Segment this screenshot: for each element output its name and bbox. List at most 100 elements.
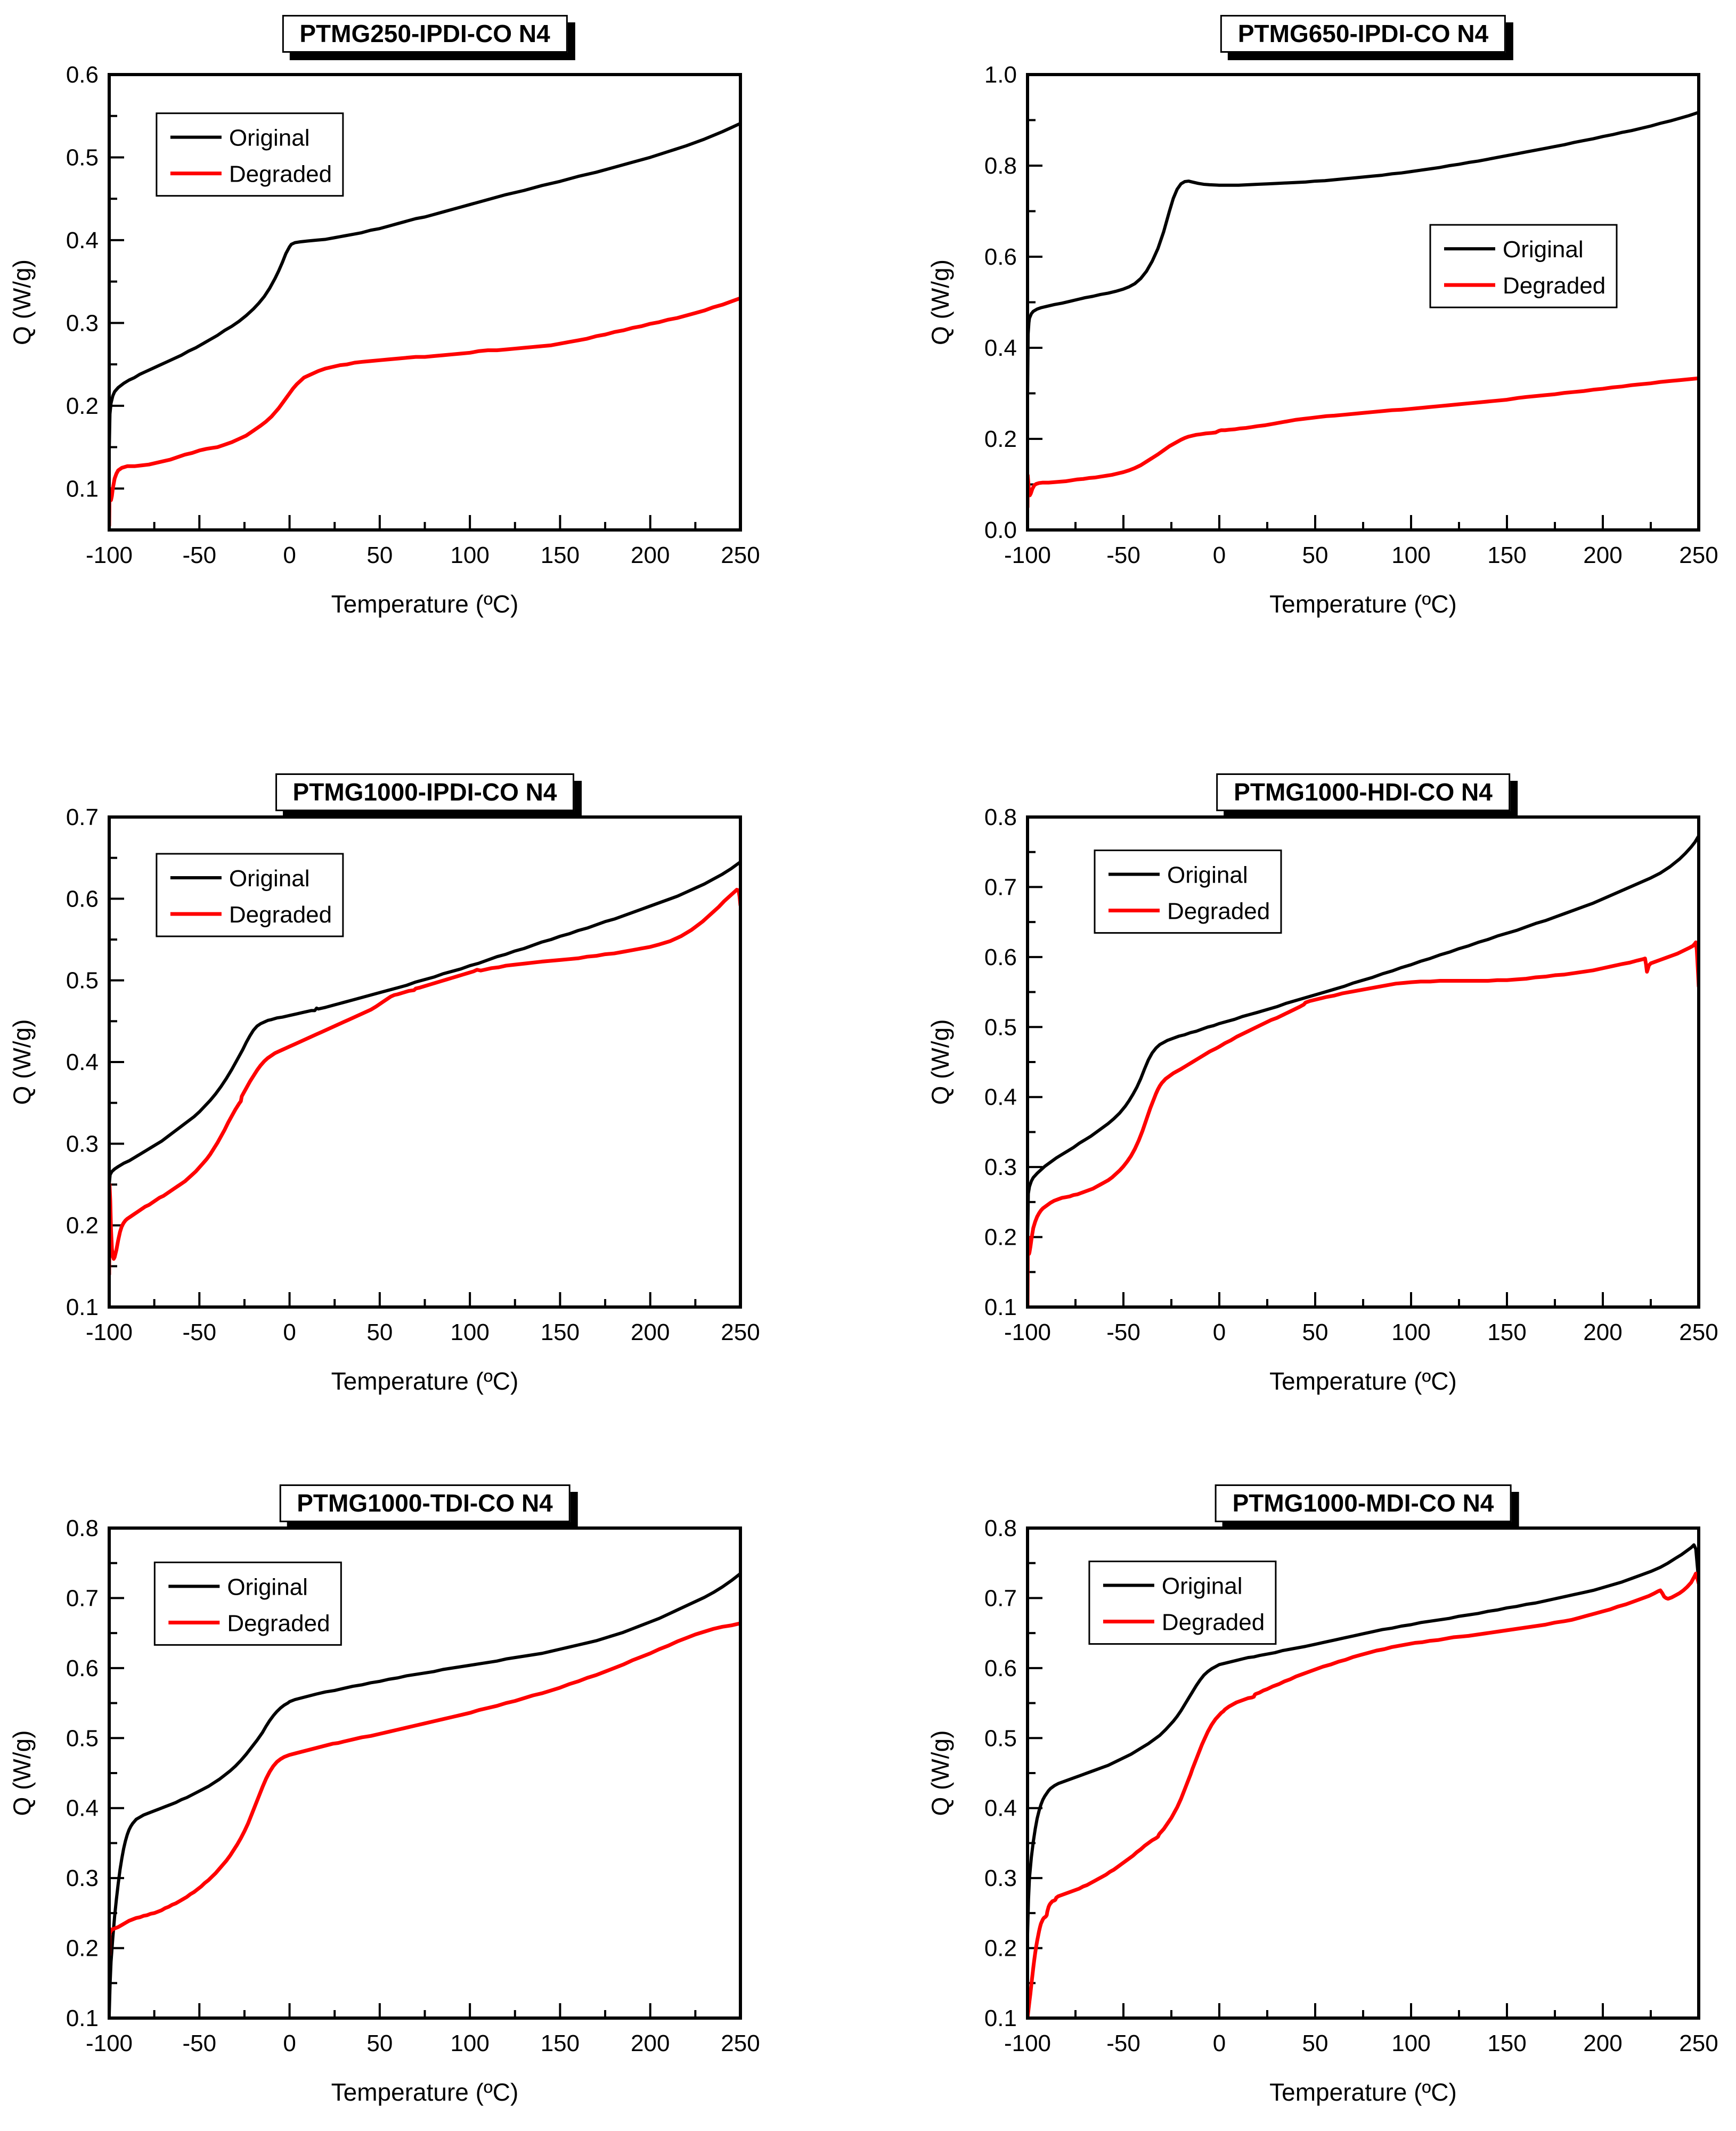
curve-original: [109, 860, 740, 1186]
curve-degraded: [1028, 1572, 1699, 2019]
y-tick-label: 0.6: [984, 944, 1017, 970]
x-tick-label: 50: [1302, 542, 1329, 568]
y-axis-title: Q (W/g): [8, 259, 36, 345]
x-tick-label: 50: [366, 542, 393, 568]
y-tick-label: 0.1: [66, 476, 99, 502]
y-tick-label: 1.0: [984, 62, 1017, 88]
curve-original: [1028, 110, 1699, 397]
plot-frame: [108, 73, 742, 532]
x-tick-labels: -100 -50 0 50 100 150 200 250: [1004, 1319, 1718, 1345]
y-tick-label: 0.3: [66, 1865, 99, 1891]
x-tick-label: -50: [182, 2030, 216, 2056]
chart-title: PTMG650-IPDI-CO N4: [1220, 15, 1506, 53]
y-tick-label: 0.3: [984, 1865, 1017, 1891]
curve-original: [109, 121, 740, 453]
legend-label: Original: [229, 866, 310, 892]
x-tick-label: 100: [1391, 1319, 1430, 1345]
chart-title: PTMG250-IPDI-CO N4: [282, 15, 568, 53]
chart-ptmg1000-ipdi-co-n4: -100 -50 0 50 100 150 200 250 0.1 0.2 0.3 0.4 0.5 0.6…: [0, 711, 868, 1421]
y-tick-label: 0.4: [984, 1795, 1017, 1822]
x-tick-label: -100: [86, 1319, 133, 1345]
y-axis-title: Q (W/g): [926, 259, 954, 345]
x-tick-label: 250: [1679, 2030, 1718, 2056]
series-curves: [1028, 110, 1699, 509]
y-tick-label: 0.3: [984, 1154, 1017, 1180]
y-tick-labels: 0.1 0.2 0.3 0.4 0.5 0.6 0.7 0.8: [984, 804, 1017, 1320]
x-tick-label: 100: [1391, 542, 1430, 568]
y-tick-label: 0.4: [984, 335, 1017, 361]
y-axis-title: Q (W/g): [8, 1019, 36, 1105]
x-axis-title: Temperature (ºC): [331, 2078, 519, 2106]
y-tick-label: 0.2: [66, 1936, 99, 1962]
legend: Original Degraded: [1429, 224, 1618, 308]
curve-degraded: [1028, 940, 1699, 1307]
y-tick-label: 0.0: [984, 517, 1017, 543]
x-tick-label: 250: [1679, 542, 1718, 568]
x-tick-label: 50: [1302, 2030, 1329, 2056]
legend-label: Degraded: [1503, 273, 1605, 299]
x-tick-label: -100: [86, 542, 133, 568]
y-tick-label: 0.1: [66, 1294, 99, 1320]
x-tick-label: 250: [1679, 1319, 1718, 1345]
x-tick-label: 150: [1487, 1319, 1526, 1345]
x-tick-label: -50: [182, 542, 216, 568]
x-tick-label: 0: [283, 542, 296, 568]
x-axis-title: Temperature (ºC): [1269, 1367, 1457, 1395]
legend-label: Degraded: [1162, 1610, 1265, 1636]
y-tick-label: 0.2: [66, 393, 99, 419]
legend: Original Degraded: [1088, 1561, 1277, 1645]
x-tick-labels: -100 -50 0 50 100 150 200 250: [1004, 2030, 1718, 2056]
series-curves: [1028, 834, 1699, 1307]
chart-ptmg650-ipdi-co-n4: -100 -50 0 50 100 150 200 250 0.0 0.2 0.4 0.6 0.8 1.0…: [868, 0, 1736, 711]
x-tick-labels: -100 -50 0 50 100 150 200 250: [86, 1319, 760, 1345]
y-tick-label: 0.4: [66, 1049, 99, 1075]
legend-label: Original: [1167, 862, 1248, 888]
y-tick-labels: 0.1 0.2 0.3 0.4 0.5 0.6 0.7 0.8: [66, 1515, 99, 2031]
y-tick-label: 0.2: [66, 1212, 99, 1238]
y-tick-label: 0.5: [66, 144, 99, 170]
y-tick-label: 0.6: [984, 244, 1017, 270]
y-tick-label: 0.2: [984, 426, 1017, 452]
y-tick-label: 0.1: [984, 1294, 1017, 1320]
y-tick-label: 0.3: [66, 1131, 99, 1157]
x-tick-label: 200: [1583, 2030, 1622, 2056]
x-tick-label: 150: [541, 2030, 580, 2056]
chart-ptmg1000-mdi-co-n4: -100 -50 0 50 100 150 200 250 0.1 0.2 0.3 0.4 0.5 0.6…: [868, 1420, 1736, 2131]
x-tick-label: -50: [1106, 2030, 1140, 2056]
x-tick-label: 150: [541, 1319, 580, 1345]
legend: Original Degraded: [156, 853, 344, 937]
chart-canvas: -100 -50 0 50 100 150 200 250 0.1 0.2 0.3 0.4 0.5 0.6…: [926, 804, 1718, 1395]
x-tick-label: 50: [366, 1319, 393, 1345]
plot-frame: [1026, 73, 1700, 532]
chart-canvas: -100 -50 0 50 100 150 200 250 0.1 0.2 0.3 0.4 0.5 0.6…: [8, 804, 760, 1395]
x-tick-labels: -100 -50 0 50 100 150 200 250: [1004, 542, 1718, 568]
y-tick-label: 0.8: [984, 1515, 1017, 1541]
chart-ptmg250-ipdi-co-n4: -100 -50 0 50 100 150 200 250 0.1 0.2 0.3 0.4 0.5 0.6…: [0, 0, 868, 711]
x-tick-label: 0: [283, 1319, 296, 1345]
legend-label: Degraded: [229, 161, 332, 187]
curve-original: [1028, 834, 1699, 1246]
legend-label: Original: [1503, 236, 1584, 263]
y-tick-label: 0.6: [66, 886, 99, 912]
y-tick-label: 0.6: [66, 62, 99, 88]
chart-canvas: -100 -50 0 50 100 150 200 250 0.0 0.2 0.4 0.6 0.8 1.0…: [926, 62, 1718, 618]
curve-degraded: [109, 1621, 740, 1957]
x-tick-label: -100: [86, 2030, 133, 2056]
legend: Original Degraded: [1094, 849, 1282, 934]
x-tick-label: 200: [631, 1319, 670, 1345]
plot-frame: [1026, 1526, 1700, 2020]
legend-label: Original: [1162, 1573, 1243, 1599]
legend-label: Degraded: [1167, 898, 1270, 924]
chart-ptmg1000-tdi-co-n4: -100 -50 0 50 100 150 200 250 0.1 0.2 0.3 0.4 0.5 0.6…: [0, 1420, 868, 2131]
legend: Original Degraded: [156, 112, 344, 197]
y-tick-label: 0.5: [66, 1726, 99, 1752]
x-tick-label: 50: [366, 2030, 393, 2056]
x-tick-label: 0: [1213, 1319, 1226, 1345]
legend-label: Degraded: [229, 902, 332, 928]
x-tick-label: 200: [1583, 1319, 1622, 1345]
y-tick-label: 0.4: [66, 1795, 99, 1822]
y-axis-title: Q (W/g): [926, 1730, 954, 1816]
x-tick-label: 200: [631, 542, 670, 568]
chart-title: PTMG1000-IPDI-CO N4: [275, 773, 575, 811]
